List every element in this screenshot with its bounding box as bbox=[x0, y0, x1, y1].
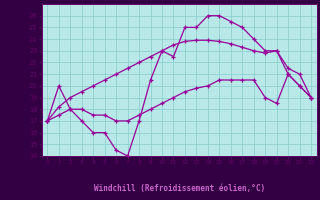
Text: Windchill (Refroidissement éolien,°C): Windchill (Refroidissement éolien,°C) bbox=[94, 184, 265, 192]
